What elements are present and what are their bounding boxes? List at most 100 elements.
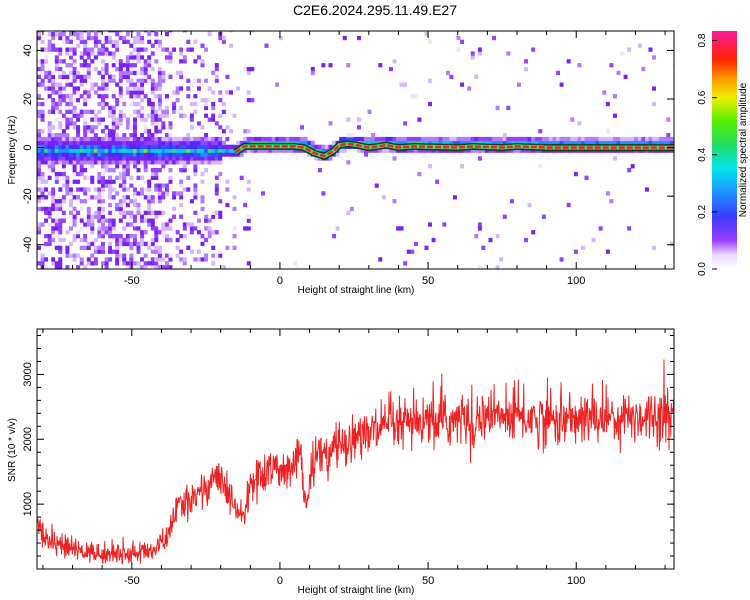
heatmap-cell	[602, 136, 607, 142]
heatmap-cell	[140, 257, 145, 262]
heatmap-cell	[211, 148, 216, 153]
heatmap-cell	[328, 63, 333, 68]
heatmap-cell	[477, 51, 482, 56]
heatmap-cell	[118, 253, 123, 258]
heatmap-cell	[83, 47, 88, 52]
heatmap-cell	[410, 249, 415, 254]
heatmap-cell	[111, 74, 116, 79]
heatmap-cell	[200, 257, 205, 262]
heatmap-cell	[58, 152, 63, 157]
heatmap-cell	[147, 202, 152, 208]
heatmap-cell	[143, 140, 148, 146]
heatmap-cell	[79, 187, 84, 192]
heatmap-cell	[133, 140, 137, 146]
heatmap-cell	[58, 222, 63, 227]
heatmap-cell	[54, 59, 59, 64]
heatmap-cell	[182, 226, 187, 231]
heatmap-cell	[406, 249, 411, 254]
heatmap-cell	[136, 175, 141, 180]
heatmap-cell	[168, 168, 173, 173]
heatmap-cell	[136, 90, 141, 95]
heatmap-cell	[65, 121, 70, 126]
heatmap-cell	[54, 101, 59, 107]
heatmap-cell	[147, 179, 152, 184]
heatmap-cell	[86, 148, 91, 153]
heatmap-cell	[243, 148, 248, 153]
heatmap-cell	[101, 160, 105, 165]
heatmap-cell	[133, 125, 137, 130]
heatmap-cell	[165, 152, 169, 157]
heatmap-cell	[566, 59, 571, 64]
heatmap-cell	[122, 156, 127, 161]
heatmap-cell	[111, 105, 116, 111]
heatmap-cell	[76, 31, 81, 33]
heatmap-cell	[648, 140, 653, 146]
heatmap-cell	[40, 187, 45, 192]
heatmap-cell	[129, 245, 134, 250]
heatmap-cell	[72, 218, 77, 223]
heatmap-cell	[136, 94, 141, 99]
heatmap-cell	[200, 136, 205, 142]
heatmap-cell	[605, 249, 610, 254]
heatmap-cell	[108, 241, 113, 247]
heatmap-cell	[165, 59, 169, 64]
heatmap-cell	[58, 156, 63, 161]
heatmap-cell	[218, 160, 223, 165]
heatmap-cell	[86, 261, 91, 266]
heatmap-cell	[193, 148, 198, 153]
heatmap-cell	[538, 129, 543, 134]
heatmap-cell	[44, 98, 49, 103]
heatmap-cell	[97, 39, 102, 44]
heatmap-cell	[51, 199, 56, 204]
heatmap-cell	[140, 98, 145, 103]
heatmap-cell	[317, 168, 322, 173]
heatmap-cell	[111, 78, 116, 83]
heatmap-cell	[79, 39, 84, 44]
heatmap-cell	[150, 86, 155, 91]
heatmap-cell	[463, 136, 468, 142]
heatmap-cell	[72, 156, 77, 161]
heatmap-cell	[317, 144, 322, 149]
heatmap-cell	[93, 43, 98, 48]
heatmap-cell	[232, 245, 237, 250]
heatmap-cell	[136, 59, 141, 64]
heatmap-cell	[90, 152, 95, 157]
heatmap-cell	[157, 78, 162, 83]
heatmap-cell	[136, 206, 141, 212]
heatmap-cell	[101, 94, 105, 99]
heatmap-cell	[189, 82, 194, 87]
heatmap-cell	[83, 140, 88, 146]
heatmap-cell	[374, 183, 379, 188]
heatmap-cell	[417, 136, 422, 142]
heatmap-cell	[147, 133, 152, 138]
heatmap-cell	[47, 109, 52, 114]
heatmap-cell	[509, 136, 514, 142]
heatmap-cell	[310, 66, 315, 72]
heatmap-cell	[140, 140, 145, 146]
heatmap-cell	[147, 210, 152, 215]
heatmap-cell	[616, 140, 621, 146]
heatmap-cell	[460, 82, 465, 87]
heatmap-cell	[37, 195, 41, 200]
heatmap-cell	[47, 125, 52, 130]
heatmap-cell	[229, 90, 233, 95]
heatmap-cell	[51, 109, 56, 114]
heatmap-cell	[115, 101, 120, 107]
heatmap-cell	[44, 218, 49, 223]
heatmap-cell	[51, 202, 56, 208]
heatmap-cell	[79, 160, 84, 165]
heatmap-cell	[115, 117, 120, 122]
heatmap-cell	[577, 136, 582, 142]
heatmap-cell	[225, 187, 230, 192]
heatmap-cell	[549, 136, 553, 142]
heatmap-cell	[47, 206, 52, 212]
heatmap-cell	[143, 94, 148, 99]
heatmap-cell	[161, 210, 166, 215]
heatmap-cell	[246, 148, 251, 153]
heatmap-cell	[200, 59, 205, 64]
heatmap-cell	[115, 237, 120, 243]
heatmap-cell	[197, 144, 201, 149]
heatmap-cell	[627, 140, 632, 146]
snr-ytick-label: 3000	[22, 362, 34, 386]
heatmap-cell	[58, 148, 63, 153]
